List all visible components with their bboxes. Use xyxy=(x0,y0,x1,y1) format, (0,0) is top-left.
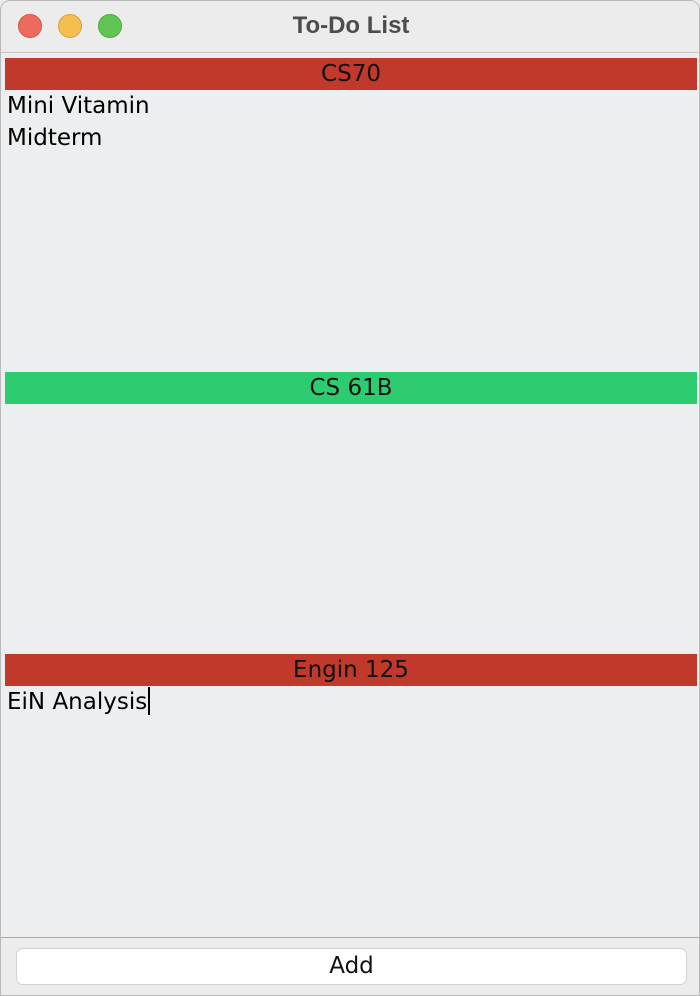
title-bar[interactable]: To-Do List xyxy=(1,1,699,53)
task-item-editing[interactable]: EiN Analysis xyxy=(5,686,697,718)
todo-content: CS70 Mini Vitamin Midterm CS 61B Engin 1… xyxy=(5,55,697,935)
section-cs70: CS70 Mini Vitamin Midterm xyxy=(5,58,697,154)
section-header-cs61b: CS 61B xyxy=(5,372,697,404)
zoom-window-button[interactable] xyxy=(98,14,122,38)
window-title: To-Do List xyxy=(292,12,410,39)
section-engin125: Engin 125 EiN Analysis xyxy=(5,654,697,718)
footer-bar: Add xyxy=(1,937,699,995)
task-item[interactable]: Midterm xyxy=(7,125,103,151)
section-cs61b: CS 61B xyxy=(5,372,697,404)
close-window-button[interactable] xyxy=(18,14,42,38)
text-cursor xyxy=(148,686,151,715)
task-text[interactable]: EiN Analysis xyxy=(7,689,148,715)
section-header-cs70: CS70 xyxy=(5,58,697,90)
add-button[interactable]: Add xyxy=(16,948,687,985)
minimize-window-button[interactable] xyxy=(58,14,82,38)
task-item[interactable]: Mini Vitamin xyxy=(7,93,150,119)
section-header-engin125: Engin 125 xyxy=(5,654,697,686)
